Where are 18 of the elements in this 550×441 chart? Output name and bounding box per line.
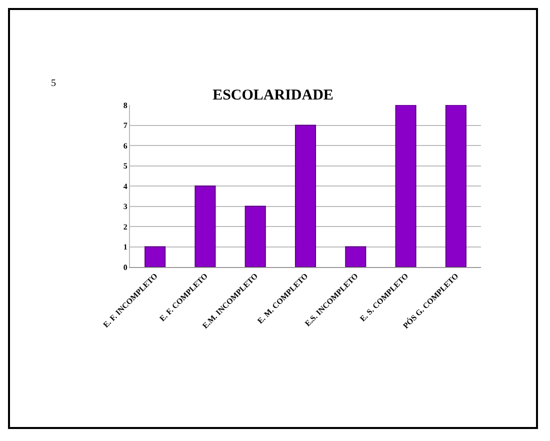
bar	[345, 246, 366, 267]
y-tick-label: 4	[123, 182, 128, 191]
bar	[144, 246, 166, 267]
y-tick-label: 7	[123, 121, 128, 130]
y-tick-label: 2	[123, 222, 128, 232]
bar	[294, 124, 316, 267]
bar	[194, 186, 216, 267]
bar	[445, 105, 466, 267]
y-tick-label: 8	[123, 100, 128, 110]
bar	[395, 105, 416, 267]
text: 5	[51, 78, 56, 89]
y-tick-label: 6	[123, 141, 128, 150]
chart-title: ESCOLARIDADE	[212, 88, 334, 104]
y-tick-label: 1	[123, 242, 128, 252]
y-tick-label: 3	[123, 202, 128, 212]
bar	[244, 206, 266, 267]
y-tick-label: 0	[123, 262, 128, 272]
y-tick-label: 5	[123, 162, 128, 171]
